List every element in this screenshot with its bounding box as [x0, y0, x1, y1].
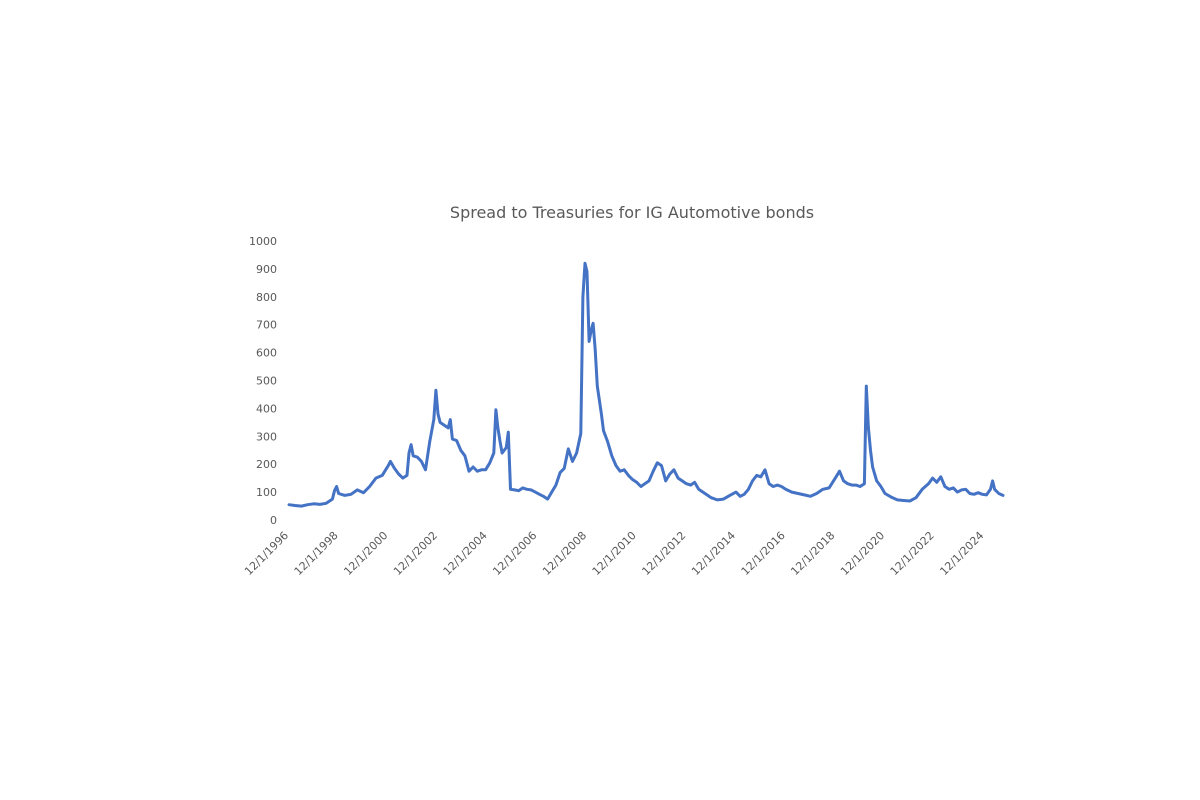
x-tick-label: 12/1/1998 — [292, 529, 341, 578]
y-tick-label: 800 — [256, 291, 277, 304]
x-tick-label: 12/1/2022 — [888, 529, 937, 578]
y-tick-label: 1000 — [249, 235, 277, 248]
x-tick-label: 12/1/2004 — [441, 529, 490, 578]
y-tick-label: 100 — [256, 486, 277, 499]
x-tick-label: 12/1/2018 — [788, 529, 837, 578]
x-tick-label: 12/1/2010 — [590, 529, 639, 578]
y-tick-label: 900 — [256, 263, 277, 276]
y-tick-label: 200 — [256, 458, 277, 471]
x-tick-label: 12/1/2024 — [937, 529, 986, 578]
x-tick-label: 12/1/2014 — [689, 529, 738, 578]
x-tick-label: 12/1/2002 — [391, 529, 440, 578]
y-tick-label: 700 — [256, 319, 277, 332]
x-tick-label: 12/1/2000 — [341, 529, 390, 578]
x-axis-tick-labels: 12/1/1996 12/1/1998 12/1/2000 12/1/2002 12/1… — [242, 529, 986, 578]
x-tick-label: 12/1/2020 — [838, 529, 887, 578]
y-axis-tick-labels: 0 100 200 300 400 500 600 700 800 900 1000 — [249, 235, 277, 527]
x-tick-label: 12/1/2016 — [739, 529, 788, 578]
y-tick-label: 0 — [270, 514, 277, 527]
y-tick-label: 600 — [256, 347, 277, 360]
x-tick-label: 12/1/2012 — [639, 529, 688, 578]
x-tick-label: 12/1/1996 — [242, 529, 291, 578]
spread-series-line — [287, 261, 1005, 508]
y-tick-label: 300 — [256, 430, 277, 443]
x-tick-label: 12/1/2008 — [540, 529, 589, 578]
chart-title: Spread to Treasuries for IG Automotive b… — [450, 203, 814, 222]
y-tick-label: 400 — [256, 402, 277, 415]
y-tick-label: 500 — [256, 375, 277, 388]
x-tick-label: 12/1/2006 — [490, 529, 539, 578]
